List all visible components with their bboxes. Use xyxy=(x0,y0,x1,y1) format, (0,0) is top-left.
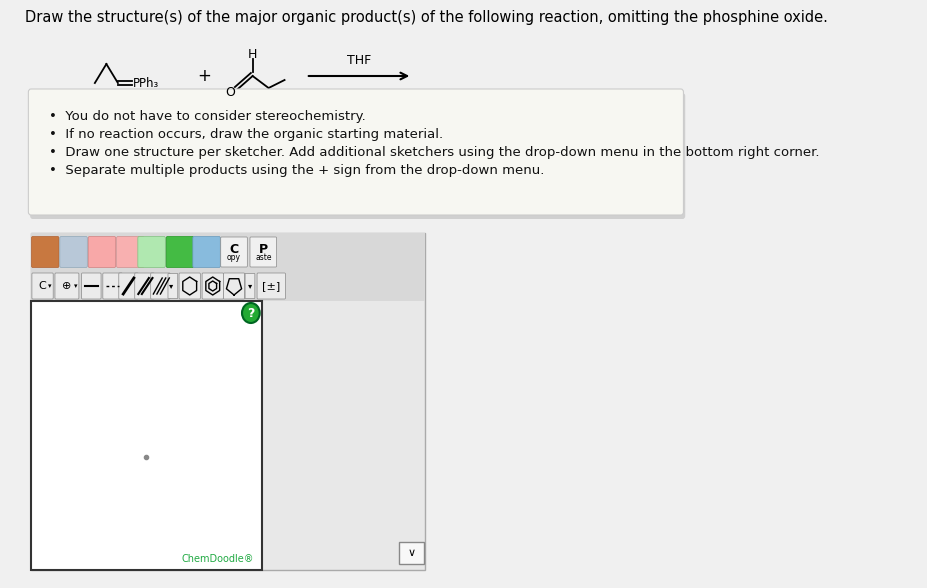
FancyBboxPatch shape xyxy=(193,236,220,268)
FancyBboxPatch shape xyxy=(221,237,248,267)
Text: ▾: ▾ xyxy=(248,282,252,290)
FancyBboxPatch shape xyxy=(117,236,144,268)
FancyBboxPatch shape xyxy=(119,273,138,299)
Text: C: C xyxy=(39,281,46,291)
FancyBboxPatch shape xyxy=(168,273,178,299)
Text: ▾: ▾ xyxy=(48,283,51,289)
FancyBboxPatch shape xyxy=(249,237,276,267)
Text: ▾: ▾ xyxy=(169,282,173,290)
Text: •  You do not have to consider stereochemistry.: • You do not have to consider stereochem… xyxy=(49,110,365,123)
FancyBboxPatch shape xyxy=(245,273,255,299)
Text: opy: opy xyxy=(227,252,241,262)
FancyBboxPatch shape xyxy=(223,273,245,299)
FancyBboxPatch shape xyxy=(88,236,116,268)
Text: [±]: [±] xyxy=(261,281,280,291)
Bar xyxy=(31,271,425,301)
Text: H: H xyxy=(248,48,257,61)
FancyBboxPatch shape xyxy=(134,273,154,299)
Text: C: C xyxy=(229,242,238,256)
Text: ∨: ∨ xyxy=(407,548,415,558)
Bar xyxy=(31,233,425,271)
Bar xyxy=(31,301,261,570)
FancyBboxPatch shape xyxy=(55,273,79,299)
Text: O: O xyxy=(225,85,235,99)
FancyBboxPatch shape xyxy=(30,93,684,219)
Text: ⊕: ⊕ xyxy=(62,281,71,291)
Text: •  If no reaction occurs, draw the organic starting material.: • If no reaction occurs, draw the organi… xyxy=(49,128,442,141)
Text: +: + xyxy=(197,67,210,85)
FancyBboxPatch shape xyxy=(103,273,122,299)
FancyBboxPatch shape xyxy=(150,273,170,299)
FancyBboxPatch shape xyxy=(59,236,87,268)
FancyBboxPatch shape xyxy=(179,273,200,299)
Text: aste: aste xyxy=(255,252,272,262)
Text: ChemDoodle®: ChemDoodle® xyxy=(182,554,254,564)
FancyBboxPatch shape xyxy=(32,236,59,268)
Text: ▾: ▾ xyxy=(73,283,77,289)
Text: THF: THF xyxy=(347,54,371,67)
Text: •  Draw one structure per sketcher. Add additional sketchers using the drop-down: • Draw one structure per sketcher. Add a… xyxy=(49,146,819,159)
FancyBboxPatch shape xyxy=(29,89,682,215)
Text: PPh₃: PPh₃ xyxy=(133,76,159,89)
Bar xyxy=(399,542,424,564)
FancyBboxPatch shape xyxy=(166,236,194,268)
Text: Draw the structure(s) of the major organic product(s) of the following reaction,: Draw the structure(s) of the major organ… xyxy=(25,10,827,25)
Bar xyxy=(31,233,425,570)
FancyBboxPatch shape xyxy=(138,236,165,268)
Circle shape xyxy=(242,303,260,323)
Text: P: P xyxy=(259,242,268,256)
FancyBboxPatch shape xyxy=(202,273,223,299)
Text: ?: ? xyxy=(247,306,254,319)
FancyBboxPatch shape xyxy=(82,273,101,299)
Text: •  Separate multiple products using the + sign from the drop-down menu.: • Separate multiple products using the +… xyxy=(49,164,543,177)
FancyBboxPatch shape xyxy=(32,273,53,299)
FancyBboxPatch shape xyxy=(257,273,286,299)
